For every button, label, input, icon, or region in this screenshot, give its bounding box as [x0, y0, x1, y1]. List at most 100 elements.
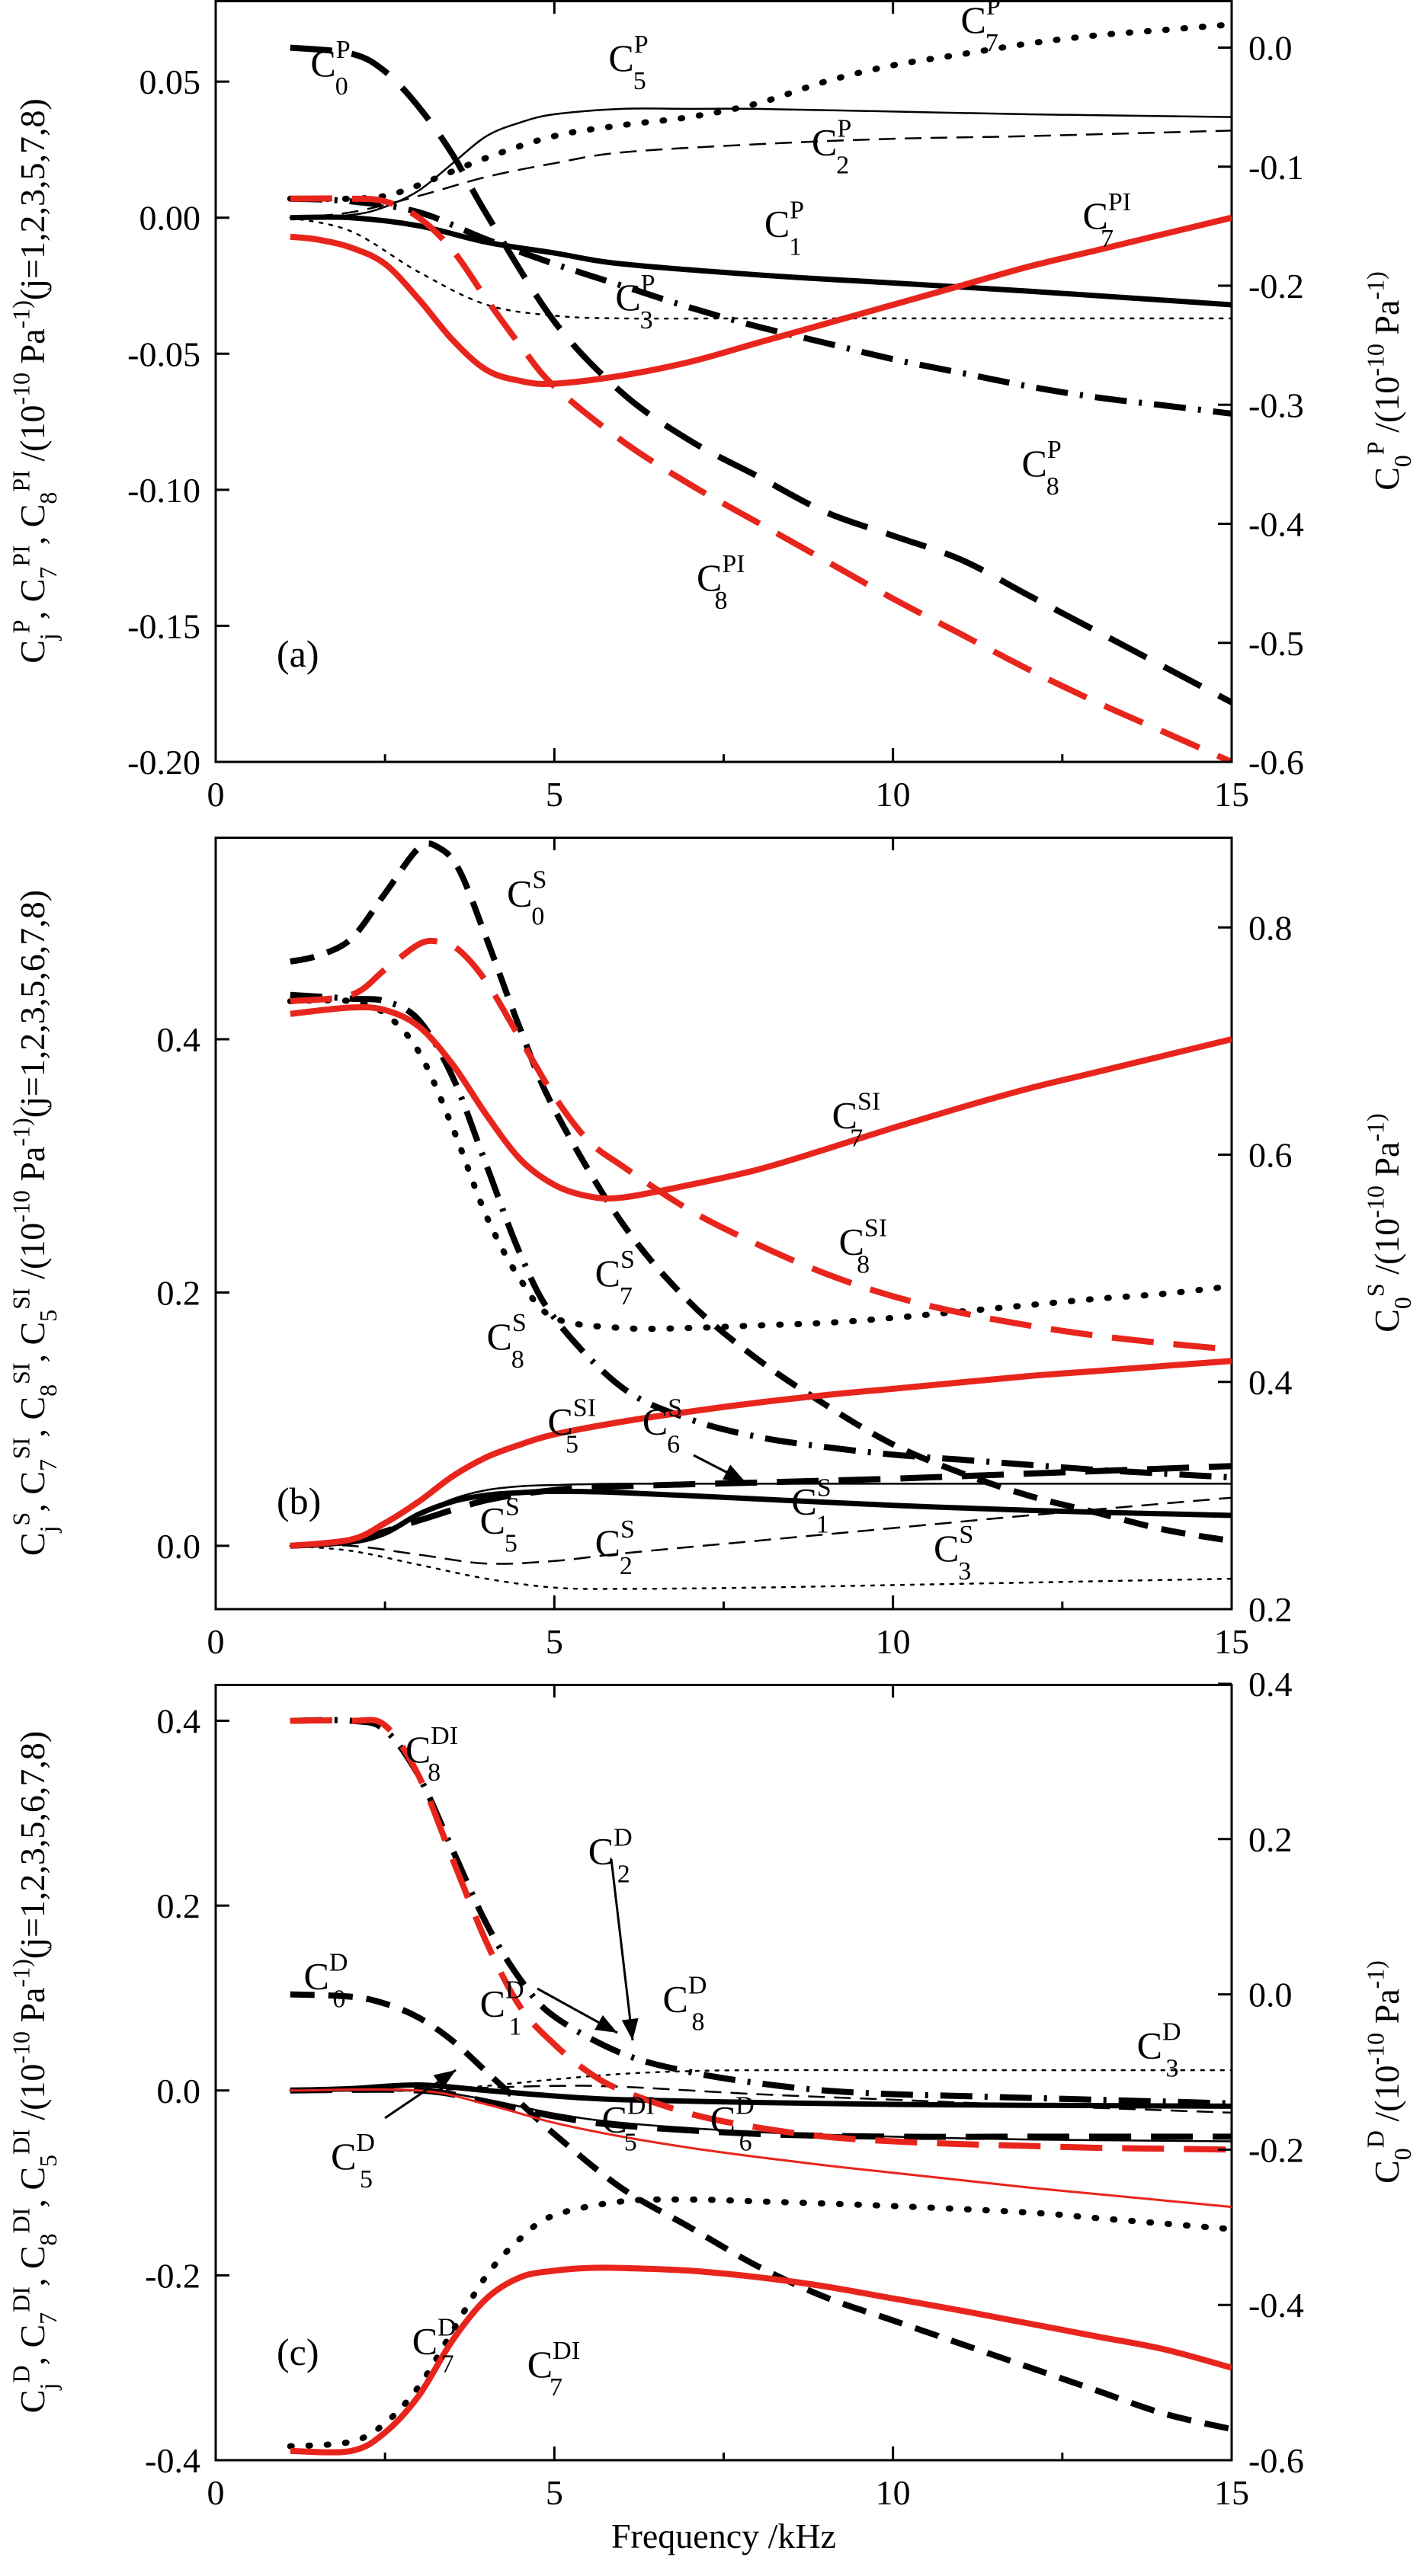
- panel-label: (b): [277, 1480, 321, 1522]
- series-C7S: [287, 997, 1232, 1333]
- series-C2S: [290, 1496, 1232, 1565]
- series-group: [287, 21, 1232, 762]
- x-tick-label: 10: [876, 1622, 911, 1661]
- x-tick-label: 15: [1214, 775, 1249, 814]
- series-C0P: [290, 44, 1232, 706]
- series-C0D: [290, 1991, 1232, 2433]
- x-axis-title: Frequency /kHz: [611, 2517, 836, 2555]
- curve-label-C3D: CD 3: [1137, 2018, 1181, 2082]
- series-C8PI: [290, 195, 1232, 762]
- x-tick-label: 0: [207, 1622, 225, 1661]
- series-C1P: [290, 214, 1232, 308]
- y-tick-label: 0.0: [157, 1527, 201, 1566]
- series-C5SI: [290, 1358, 1232, 1549]
- curve-label-C3S: CS 3: [934, 1521, 973, 1586]
- curve-label-C8P: CP 8: [1022, 436, 1062, 501]
- curve-label-C8PI: CPI 8: [697, 550, 745, 615]
- x-tick-label: 5: [546, 2473, 563, 2512]
- y2-tick-label: 0.0: [1248, 1976, 1293, 2014]
- curve-label-C5SI: CSI 5: [547, 1394, 596, 1459]
- y-tick-label: 0.2: [157, 1886, 201, 1925]
- series-C3S: [289, 1544, 1232, 1590]
- curve-label-C1P: CP 1: [764, 197, 804, 261]
- y-tick-label: 0.2: [157, 1273, 201, 1312]
- pointer-arrow: [384, 2069, 457, 2120]
- curve-label-C8S: CS 8: [486, 1309, 526, 1374]
- y2-tick-label: 0.6: [1248, 1136, 1293, 1175]
- y2-tick-label: -0.2: [1248, 267, 1304, 306]
- series-C5DI: [290, 2088, 1232, 2209]
- curve-label-C2P: CP 2: [812, 115, 851, 180]
- curve-label-C7DI: CDI 7: [527, 2337, 580, 2402]
- panel-label: (a): [277, 632, 319, 675]
- plot-frame: [214, 837, 1233, 1611]
- y2-tick-label: 0.2: [1248, 1820, 1293, 1859]
- chart-panel-2: 0 5 10 15 0.4 0.2 0.0 0.8 0.6 0.4 0.2 CjS, C7SI, C8…: [8, 837, 1416, 1661]
- series-C0S: [290, 840, 1232, 1544]
- y2-tick-label: -0.3: [1248, 386, 1304, 424]
- x-tick-label: 15: [1214, 1622, 1249, 1661]
- x-tick-label: 15: [1214, 2473, 1249, 2512]
- series-C8P: [290, 195, 1232, 417]
- y2-tick-label: -0.4: [1248, 2286, 1304, 2325]
- y2-tick-label: 0.4: [1248, 1363, 1293, 1402]
- x-tick-label: 10: [876, 2473, 911, 2512]
- series-C7P: [287, 21, 1232, 202]
- pointer-arrow: [693, 1454, 746, 1483]
- y2-tick-label: -0.6: [1248, 743, 1304, 782]
- y-tick-label: -0.4: [145, 2441, 200, 2480]
- x-tick-label: 10: [876, 775, 911, 814]
- curve-label-C2S: CS 2: [595, 1515, 635, 1580]
- y-tick-label: 0.0: [157, 2072, 201, 2110]
- y2-tick-label: -0.2: [1248, 2130, 1304, 2169]
- y-axis-title: CjS, C7SI, C8SI, C5SI /(10-10 Pa-1)(j=1,…: [8, 890, 62, 1556]
- pointer-arrow: [537, 1987, 618, 2034]
- chart-panel-1: 0 5 10 15 0.05 0.00 -0.05 -0.10 -0.15 -0.20 0.0 -0.…: [8, 0, 1416, 814]
- curve-label-C8D: CD 8: [663, 1972, 707, 2037]
- curve-label-C1D: CD 1: [480, 1976, 524, 2041]
- curve-label-C7D: CD 7: [412, 2313, 457, 2378]
- curve-label-C0S: CS 0: [507, 866, 546, 930]
- series-C5P: [290, 107, 1232, 219]
- x-tick-label: 5: [546, 775, 563, 814]
- curve-label-C8SI: CSI 8: [839, 1214, 888, 1279]
- series-C7D: [287, 2196, 1232, 2450]
- series-group: [287, 1717, 1232, 2456]
- series-C7DI: [290, 2264, 1232, 2456]
- chart-panel-3: 0 5 10 15 0.4 0.2 0.0 -0.2 -0.4 0.4 0.2 0.0 -0.2 -0.4…: [8, 1665, 1416, 2555]
- series-C7SI: [290, 1004, 1232, 1202]
- y2-axis-title: C0S /(10-10 Pa-1): [1362, 1113, 1416, 1333]
- pointer-arrow: [610, 1858, 639, 2041]
- curve-label-C2D: CD 2: [588, 1824, 633, 1889]
- series-C1D: [290, 2082, 1232, 2109]
- series-group: [287, 840, 1232, 1590]
- y2-tick-label: -0.6: [1248, 2441, 1304, 2480]
- series-C8DI: [290, 1717, 1232, 2153]
- series-C2P: [290, 130, 1232, 219]
- series-C3P: [289, 216, 1232, 320]
- y-tick-label: 0.4: [157, 1020, 201, 1059]
- y2-axis-title: C0D /(10-10 Pa-1): [1362, 1960, 1416, 2184]
- plot-frame: [214, 1684, 1233, 2462]
- y-tick-label: -0.2: [145, 2256, 200, 2295]
- curve-label-C7S: CS 7: [595, 1246, 635, 1310]
- series-C8D: [290, 1717, 1232, 2107]
- curve-label-C8DI: CDI 8: [405, 1722, 458, 1787]
- y-tick-label: -0.20: [127, 743, 200, 782]
- curve-label-C7PI: CPI 7: [1082, 188, 1131, 253]
- x-tick-label: 0: [207, 775, 225, 814]
- panel-label: (c): [277, 2331, 319, 2373]
- curve-label-C3P: CP 3: [615, 270, 655, 334]
- y-tick-label: -0.05: [127, 334, 200, 373]
- y2-tick-label: 0.0: [1248, 29, 1293, 68]
- series-C7PI: [290, 214, 1232, 387]
- series-C5S: [290, 1483, 1232, 1547]
- series-C8SI: [290, 937, 1232, 1353]
- y2-tick-label: 0.2: [1248, 1590, 1293, 1629]
- y2-tick-label: -0.4: [1248, 505, 1304, 544]
- y-tick-label: -0.10: [127, 471, 200, 510]
- y2-tick-label: 0.8: [1248, 908, 1293, 947]
- curve-label-C0P: CP 0: [310, 36, 350, 101]
- curve-label-C6D: CD 6: [710, 2091, 755, 2156]
